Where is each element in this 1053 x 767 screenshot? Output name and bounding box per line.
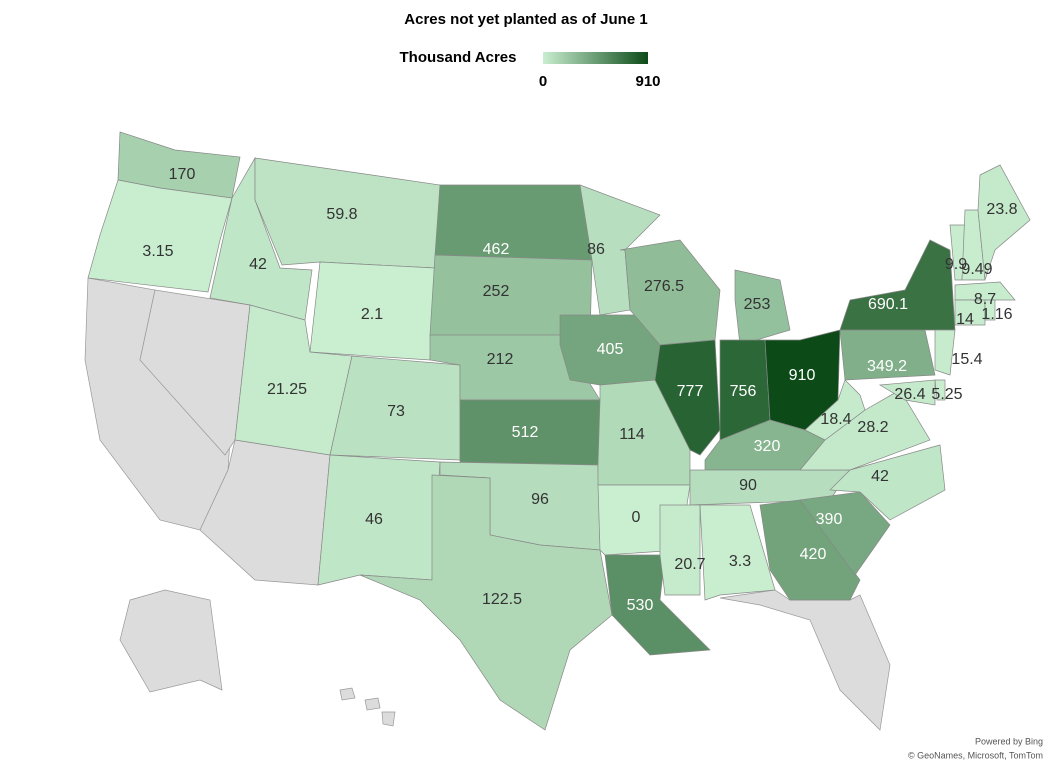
value-label: 15.4 bbox=[951, 351, 982, 368]
value-label: 59.8 bbox=[326, 206, 357, 223]
region bbox=[659, 504, 701, 596]
value-labels: 170 3.15 42 59.8 2.1 21.25 73 46 462 252 212 512 96 1… bbox=[142, 166, 1017, 614]
value-label: 96 bbox=[531, 491, 549, 508]
value-label: 14 bbox=[956, 311, 974, 328]
no-data-region bbox=[364, 697, 381, 711]
value-label: 114 bbox=[619, 426, 645, 443]
value-label: 28.2 bbox=[857, 419, 888, 436]
value-label: 90 bbox=[739, 477, 757, 494]
value-label: 420 bbox=[800, 546, 827, 563]
region bbox=[934, 379, 946, 401]
value-label: 253 bbox=[744, 296, 771, 313]
map bbox=[84, 131, 1031, 731]
no-data-region bbox=[719, 589, 891, 731]
value-label: 26.4 bbox=[894, 386, 925, 403]
value-label: 777 bbox=[677, 383, 704, 400]
no-data-region bbox=[119, 589, 223, 693]
value-label: 320 bbox=[754, 438, 781, 455]
value-label: 46 bbox=[365, 511, 383, 528]
value-label: 252 bbox=[483, 283, 510, 300]
region bbox=[804, 379, 866, 441]
value-label: 3.3 bbox=[729, 553, 751, 570]
value-label: 21.25 bbox=[267, 381, 307, 398]
value-label: 530 bbox=[627, 597, 654, 614]
value-label: 2.1 bbox=[361, 306, 383, 323]
region bbox=[87, 179, 233, 293]
value-label: 18.4 bbox=[820, 411, 851, 428]
value-label: 9.9 bbox=[945, 256, 967, 273]
region bbox=[934, 329, 956, 376]
value-label: 42 bbox=[249, 256, 267, 273]
region bbox=[699, 504, 776, 601]
region bbox=[984, 299, 996, 321]
value-label: 910 bbox=[789, 367, 816, 384]
region bbox=[954, 299, 986, 326]
value-label: 690.1 bbox=[868, 296, 908, 313]
value-label: 9.49 bbox=[961, 261, 992, 278]
legend-title: Thousand Acres bbox=[400, 49, 517, 66]
value-label: 3.15 bbox=[142, 243, 173, 260]
value-label: 122.5 bbox=[482, 591, 522, 608]
attribution: © GeoNames, Microsoft, TomTom bbox=[908, 750, 1043, 760]
region bbox=[799, 491, 891, 576]
chart-title: Acres not yet planted as of June 1 bbox=[404, 11, 647, 28]
value-label: 512 bbox=[512, 424, 539, 441]
value-label: 756 bbox=[730, 383, 757, 400]
attribution: Powered by Bing bbox=[975, 736, 1043, 746]
value-label: 5.25 bbox=[931, 386, 962, 403]
region bbox=[654, 339, 721, 456]
region bbox=[434, 184, 593, 261]
region bbox=[977, 164, 1031, 281]
region bbox=[734, 269, 791, 346]
no-data-region bbox=[339, 687, 356, 701]
value-label: 8.7 bbox=[974, 291, 996, 308]
region bbox=[359, 474, 613, 731]
value-label: 276.5 bbox=[644, 278, 684, 295]
value-label: 390 bbox=[816, 511, 843, 528]
value-label: 462 bbox=[483, 241, 510, 258]
value-label: 0 bbox=[632, 509, 641, 526]
legend-max: 910 bbox=[635, 73, 660, 90]
value-label: 170 bbox=[169, 166, 196, 183]
no-data-region bbox=[381, 711, 396, 727]
value-label: 212 bbox=[487, 351, 514, 368]
legend-min: 0 bbox=[539, 73, 547, 90]
value-label: 42 bbox=[871, 468, 889, 485]
value-label: 20.7 bbox=[674, 556, 705, 573]
region bbox=[839, 239, 956, 331]
value-label: 405 bbox=[597, 341, 624, 358]
value-label: 349.2 bbox=[867, 358, 907, 375]
value-label: 86 bbox=[587, 241, 605, 258]
legend-gradient bbox=[543, 52, 648, 64]
value-label: 73 bbox=[387, 403, 405, 420]
region bbox=[954, 281, 1016, 301]
region bbox=[878, 379, 936, 406]
value-label: 23.8 bbox=[986, 201, 1017, 218]
value-label: 1.16 bbox=[981, 306, 1012, 323]
